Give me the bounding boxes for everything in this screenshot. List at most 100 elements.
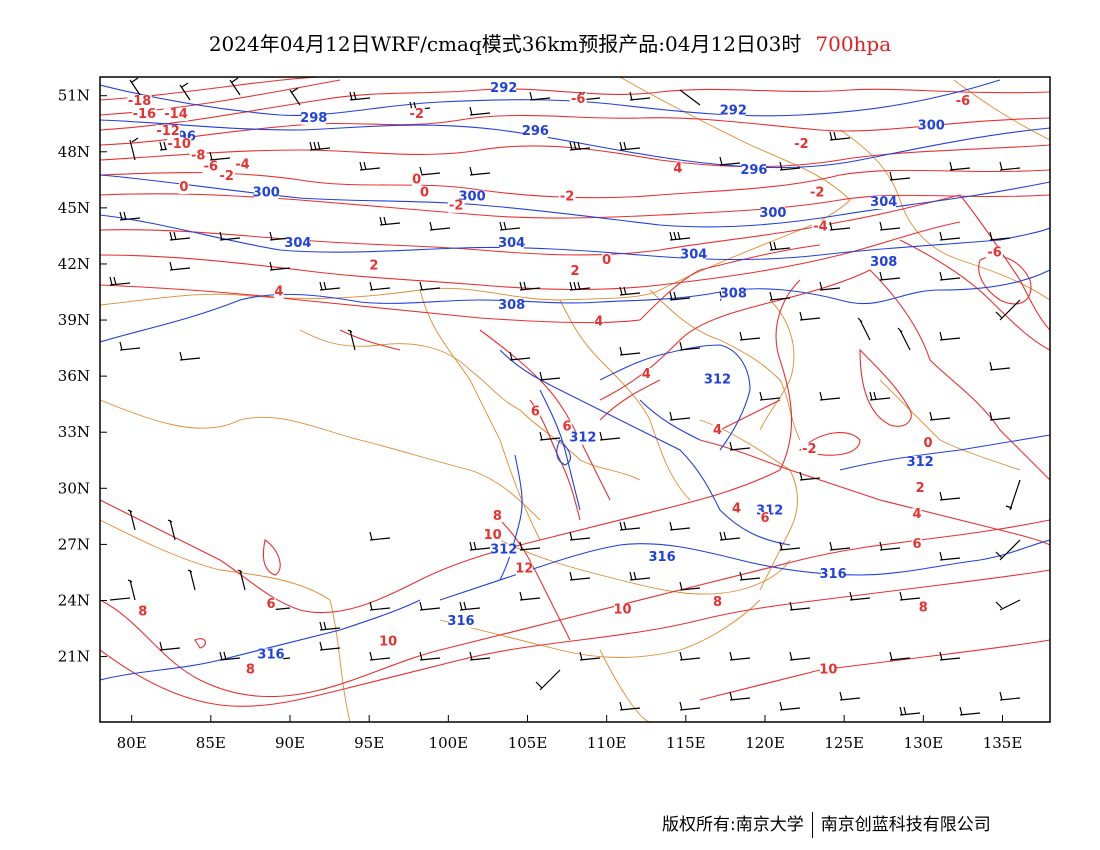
temperature-contour-label-bg: [447, 199, 465, 213]
temperature-contour-label-bg: [432, 77, 449, 80]
temperature-contour-label-bg: [274, 285, 284, 299]
height-contour-label: 296: [934, 66, 961, 81]
temperature-contour-label-bg: [127, 95, 152, 109]
height-contour-label-bg: [499, 237, 524, 251]
height-contour-label-bg: [871, 255, 896, 269]
longitude-axis: 80E 85E 90E 95E 100E 105E 110E 115E 120E 125E 130E…: [117, 715, 1022, 752]
temperature-contour-label-bg: [562, 420, 572, 434]
height-contour-label: 300: [253, 186, 280, 201]
temperature-contour-label: 0: [179, 180, 188, 195]
height-contour-label-bg: [448, 614, 474, 628]
height-contour-label: 300: [459, 189, 486, 204]
lon-tick-label: 120E: [745, 734, 785, 752]
copyright-text: 版权所有:南京大学: [662, 815, 804, 835]
lat-tick-label: 39N: [58, 311, 90, 329]
height-contour-label: 312: [490, 543, 517, 558]
height-contour-label-bg: [491, 543, 516, 557]
lat-tick-label: 30N: [58, 479, 90, 497]
temperature-contour-label: 4: [732, 502, 741, 517]
temperature-label-layer: -18-16 -14-12-10-8-6-6-6 -6-6-4-4-2-2-2-2-…: [127, 77, 1003, 677]
temperature-contour-label-bg: [138, 605, 148, 619]
height-contour-label: 300: [759, 206, 786, 221]
lat-tick-label: 51N: [58, 87, 90, 105]
temperature-contour-label-bg: [379, 635, 397, 649]
height-contour-label: 292: [490, 81, 517, 96]
temperature-contour-label: 4: [713, 423, 722, 438]
temperature-contour-label-bg: [641, 368, 651, 381]
height-contour-label-bg: [871, 196, 896, 209]
height-contour-label: 304: [284, 236, 311, 251]
lat-tick-label: 33N: [58, 423, 90, 441]
temperature-contour-label: 4: [642, 367, 651, 382]
temperature-contour-label-bg: [601, 253, 612, 267]
height-contour-label-bg: [705, 373, 730, 387]
temperature-contour-label: 6: [266, 597, 275, 612]
temperature-contour-label-bg: [614, 603, 631, 617]
temperature-contour-label: -2: [560, 189, 574, 204]
temperature-contour-label: 10: [613, 603, 631, 618]
temperature-contour-label: 4: [274, 285, 283, 300]
temperature-contour-label-bg: [515, 562, 533, 576]
height-contour-label-bg: [523, 124, 548, 138]
height-contour-label: 312: [569, 431, 596, 446]
temperature-contour-label: -2: [409, 107, 423, 122]
temperature-contour-label: 6: [912, 537, 921, 552]
temperature-contour-label-bg: [812, 220, 829, 234]
lat-tick-label: 45N: [58, 199, 90, 217]
temperature-contour-label-bg: [712, 596, 723, 610]
height-contour-label-bg: [721, 287, 746, 301]
height-contour-label-bg: [934, 77, 960, 80]
temperature-contour-label: 8: [919, 601, 928, 616]
temperature-contour-label-bg: [912, 508, 922, 522]
temperature-contour-label-bg: [731, 502, 742, 516]
lon-tick-label: 80E: [117, 734, 147, 752]
height-contour-label: 304: [498, 236, 525, 251]
temperature-contour-label-bg: [986, 246, 1003, 260]
map-title: 2024年04月12日WRF/cmaq模式36km预报产品:04月12日03时 7…: [0, 28, 1100, 57]
height-contour-label-bg: [820, 568, 846, 582]
temperature-contour-label: 6: [531, 404, 540, 419]
temperature-contour-label-bg: [793, 138, 810, 152]
temperature-contour-label-bg: [760, 511, 770, 525]
temperature-contour-label-bg: [808, 186, 826, 200]
temperature-contour-label-bg: [594, 315, 604, 329]
height-contour-label-bg: [285, 237, 311, 251]
height-contour-label-bg: [721, 104, 746, 118]
temperature-contour-label: -4: [235, 158, 249, 173]
height-contour-label-bg: [499, 298, 524, 312]
lon-tick-label: 90E: [275, 734, 305, 752]
temperature-contour-label: -4: [813, 219, 827, 234]
temperature-contour-label-bg: [712, 424, 723, 438]
temperature-contour-label: -18: [128, 94, 152, 109]
lon-tick-label: 95E: [354, 734, 384, 752]
temperature-contour-label: 8: [713, 595, 722, 610]
temperature-contour-label: 0: [420, 186, 429, 201]
latitude-axis: 21N 24N 27N 30N 33N 36N 39N 42N 45N 48N 51N: [58, 87, 107, 666]
temperature-contour-label-bg: [167, 138, 192, 152]
lat-tick-label: 24N: [58, 591, 90, 609]
temperature-contour-label: 8: [493, 509, 502, 524]
height-contour-label: 316: [649, 550, 676, 565]
lon-tick-label: 100E: [429, 734, 469, 752]
temperature-contour-label: 12: [515, 561, 533, 576]
temperature-contour-label: -2: [794, 137, 808, 152]
temperature-contour-label: 10: [484, 528, 502, 543]
height-contour-label: 298: [300, 111, 327, 126]
height-contour-label: 316: [257, 647, 284, 662]
plot-frame: [99, 76, 1051, 723]
lat-tick-label: 48N: [58, 143, 90, 161]
lon-tick-label: 85E: [196, 734, 226, 752]
temperature-contour-label-bg: [923, 437, 933, 451]
temperature-contour-label: -8: [191, 148, 205, 163]
temperature-contour-label: 0: [412, 173, 421, 188]
temperature-contour-label: 4: [594, 315, 603, 330]
temperature-contour-label-bg: [155, 124, 181, 138]
temperature-contour-label: -2: [810, 186, 824, 201]
height-contour-label-bg: [459, 190, 485, 204]
height-contour-label-bg: [908, 455, 933, 469]
lat-tick-label: 36N: [58, 367, 90, 385]
lon-tick-label: 115E: [666, 734, 706, 752]
height-contour-label-bg: [570, 431, 596, 445]
lon-tick-label: 105E: [508, 734, 548, 752]
